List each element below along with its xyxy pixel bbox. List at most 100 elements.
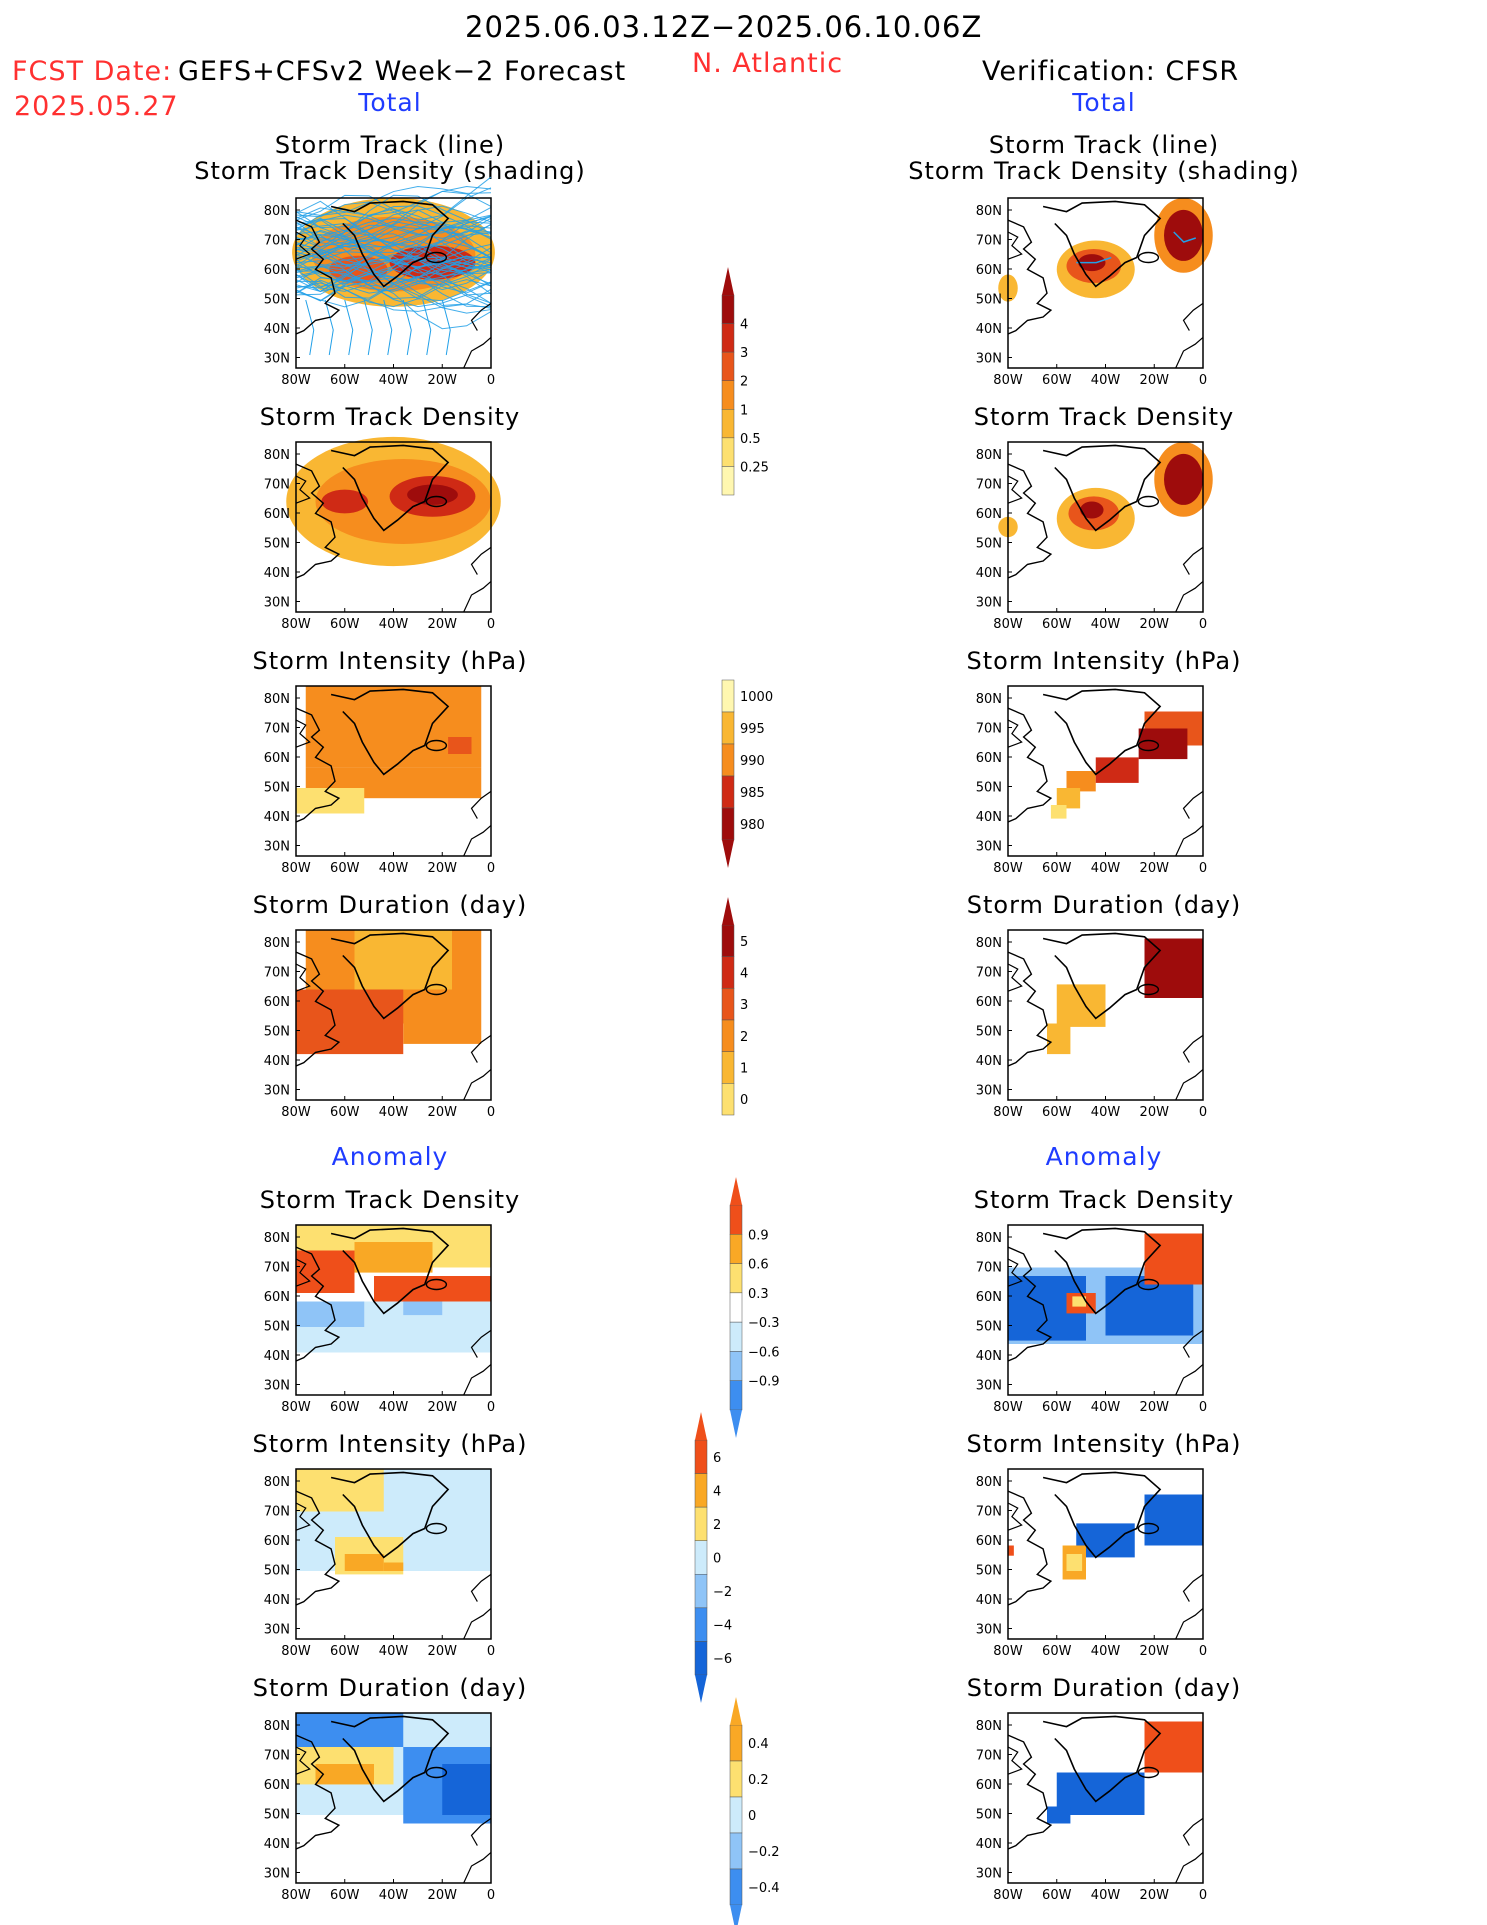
- title-intensity-left: Storm Intensity (hPa): [252, 647, 528, 675]
- map-duration-anom-left: 80N 70N 60N 50N 40N 30N 80W 60W 40W 20W 0: [264, 1712, 495, 1903]
- coastline-greenland: [330, 1715, 450, 1803]
- colorbar-segment: [729, 1868, 743, 1906]
- lat-tick-label: 30N: [264, 596, 290, 611]
- lat-tick-label: 30N: [976, 1084, 1002, 1099]
- colorbar-intensity_anom: 6 4 2 0 −2 −4 −6: [694, 1412, 732, 1703]
- lat-tick-label: 50N: [264, 1808, 290, 1823]
- shaded-cell: [403, 1301, 443, 1316]
- fcst-date-label: FCST Date:: [12, 56, 173, 87]
- coastline-africa: [1175, 580, 1204, 613]
- colorbar-label: 3: [740, 346, 748, 361]
- lon-tick-label: 0: [1199, 1888, 1207, 1903]
- storm-track-line: [402, 299, 412, 356]
- title-duration-anom-left: Storm Duration (day): [252, 1674, 528, 1702]
- storm-track-line: [295, 256, 492, 294]
- colorbar-segment: [729, 1832, 743, 1870]
- lon-tick-label: 20W: [428, 373, 458, 388]
- lat-tick-label: 30N: [976, 1867, 1002, 1882]
- lat-tick-label: 50N: [264, 1025, 290, 1040]
- lat-tick-label: 30N: [976, 352, 1002, 367]
- shaded-cell: [296, 1250, 355, 1293]
- coastline-europe: [1182, 1329, 1204, 1358]
- map-duration-left: 80N 70N 60N 50N 40N 30N 80W 60W 40W 20W 0: [264, 929, 495, 1120]
- lat-tick-label: 80N: [264, 1231, 290, 1246]
- coastline-north-america: [295, 1734, 341, 1850]
- lon-tick-label: 20W: [1140, 1888, 1170, 1903]
- coastline-africa: [463, 336, 492, 369]
- coastline-north-america: [1007, 219, 1053, 335]
- coastline-greenland: [330, 200, 450, 288]
- storm-track-line: [295, 222, 492, 262]
- coastline-arctic-islands: [295, 231, 311, 260]
- lon-tick-label: 80W: [281, 861, 311, 876]
- coastline-greenland: [1042, 688, 1162, 776]
- colorbar-arrow-bottom: [730, 1905, 742, 1925]
- colorbar-segment: [721, 988, 735, 1021]
- coastline-europe: [1182, 546, 1204, 575]
- lat-tick-label: 40N: [264, 1837, 290, 1852]
- coastline-arctic-islands: [1007, 719, 1023, 748]
- colorbar-label: −0.6: [748, 1345, 780, 1360]
- coastline-europe: [470, 1573, 492, 1602]
- colorbar-label: 1000: [740, 690, 773, 705]
- lat-tick-label: 40N: [976, 810, 1002, 825]
- lat-tick-label: 60N: [264, 263, 290, 278]
- lat-tick-label: 70N: [976, 966, 1002, 981]
- lat-tick-label: 60N: [264, 1534, 290, 1549]
- colorbar-segment: [721, 351, 735, 381]
- lon-tick-label: 40W: [1091, 861, 1121, 876]
- section-anomaly-right: Anomaly: [1045, 1142, 1163, 1171]
- lon-tick-label: 0: [1199, 1400, 1207, 1415]
- coastline-africa: [463, 580, 492, 613]
- coastline-greenland: [1042, 444, 1162, 532]
- shaded-field: [1164, 209, 1203, 261]
- colorbar-arrow-bottom: [695, 1675, 707, 1703]
- lat-tick-label: 50N: [976, 1320, 1002, 1335]
- coastline-north-america: [295, 463, 341, 579]
- lon-tick-label: 40W: [1091, 1400, 1121, 1415]
- lat-tick-label: 70N: [264, 1749, 290, 1764]
- coastline-africa: [463, 824, 492, 857]
- lon-tick-label: 20W: [1140, 373, 1170, 388]
- region-label: N. Atlantic: [692, 48, 844, 79]
- colorbar-arrow-bottom: [722, 840, 734, 868]
- lat-tick-label: 40N: [976, 1593, 1002, 1608]
- coastline-africa: [463, 1607, 492, 1640]
- colorbar-segment: [729, 1380, 743, 1411]
- lon-tick-label: 0: [1199, 373, 1207, 388]
- storm-track-line: [422, 299, 432, 356]
- map-density-left: 80N 70N 60N 50N 40N 30N 80W 60W 40W 20W 0: [264, 436, 501, 632]
- lat-tick-label: 70N: [264, 966, 290, 981]
- colorbar-segment: [694, 1506, 708, 1541]
- lat-tick-label: 40N: [976, 322, 1002, 337]
- colorbar-label: −4: [713, 1619, 732, 1634]
- storm-track-line: [324, 299, 334, 356]
- shaded-cell: [1095, 757, 1139, 783]
- lon-tick-label: 40W: [1091, 1888, 1121, 1903]
- lat-tick-label: 40N: [264, 322, 290, 337]
- lat-tick-label: 70N: [976, 234, 1002, 249]
- lon-tick-label: 20W: [1140, 1105, 1170, 1120]
- map-intensity-anom-right: 80N 70N 60N 50N 40N 30N 80W 60W 40W 20W 0: [976, 1468, 1207, 1659]
- lat-tick-label: 40N: [976, 1837, 1002, 1852]
- colorbar-segment: [729, 1351, 743, 1381]
- coastline-africa: [463, 1068, 492, 1101]
- colorbar-label: 3: [740, 998, 748, 1013]
- title-density-anom-right: Storm Track Density: [973, 1186, 1235, 1214]
- lon-tick-label: 20W: [1140, 861, 1170, 876]
- lat-tick-label: 30N: [264, 1084, 290, 1099]
- lat-tick-label: 50N: [976, 293, 1002, 308]
- lat-tick-label: 70N: [976, 1261, 1002, 1276]
- lat-tick-label: 30N: [976, 1623, 1002, 1638]
- coastline-greenland: [330, 444, 450, 532]
- lon-tick-label: 0: [1199, 1644, 1207, 1659]
- coastline-greenland: [1042, 200, 1162, 288]
- lon-tick-label: 0: [487, 1400, 495, 1415]
- lat-tick-label: 60N: [976, 995, 1002, 1010]
- colorbar-label: 0: [740, 1093, 748, 1108]
- colorbar-arrow-bottom: [730, 1410, 742, 1438]
- section-total-left: Total: [358, 88, 422, 117]
- storm-track-line: [383, 299, 393, 356]
- coastline-europe: [470, 1817, 492, 1846]
- lat-tick-label: 80N: [976, 936, 1002, 951]
